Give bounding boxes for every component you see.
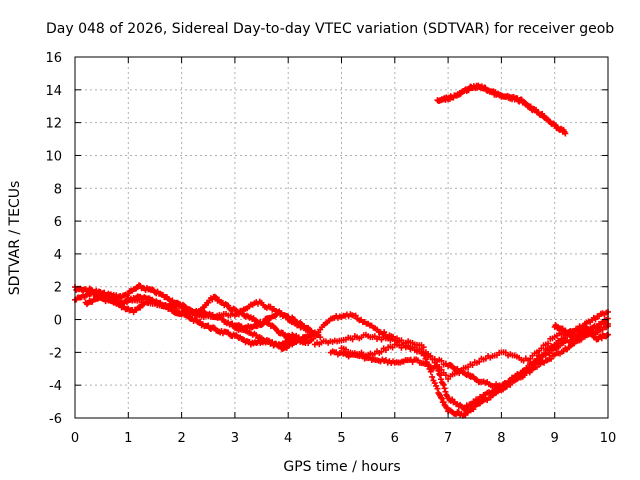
- y-tick-label: 14: [45, 84, 62, 99]
- x-tick-label: 3: [231, 431, 239, 446]
- data-point: [562, 130, 569, 137]
- data-point: [538, 345, 545, 352]
- data-point: [545, 340, 552, 347]
- data-point: [502, 349, 509, 356]
- x-tick-label: 10: [600, 431, 617, 446]
- x-tick-label: 4: [284, 431, 292, 446]
- data-point: [423, 359, 430, 366]
- x-tick-label: 9: [551, 431, 559, 446]
- data-point: [548, 355, 555, 362]
- y-tick-label: 4: [54, 248, 62, 263]
- data-point: [137, 304, 144, 311]
- data-point: [438, 366, 445, 373]
- y-tick-label: 6: [54, 215, 62, 230]
- data-point: [422, 355, 429, 362]
- data-point: [429, 373, 436, 380]
- data-point: [574, 326, 581, 333]
- data-point: [349, 336, 356, 343]
- y-tick-label: 8: [54, 182, 62, 197]
- data-point: [462, 412, 469, 419]
- data-point: [546, 350, 553, 357]
- y-tick-label: -6: [49, 412, 62, 427]
- y-tick-label: 0: [54, 314, 62, 329]
- data-point: [438, 357, 445, 364]
- data-point: [267, 303, 274, 310]
- x-axis-label: GPS time / hours: [283, 459, 400, 475]
- y-tick-label: 16: [45, 51, 62, 66]
- y-tick-label: -4: [49, 379, 62, 394]
- y-tick-label: -2: [49, 346, 62, 361]
- data-point: [378, 348, 385, 355]
- y-tick-label: 10: [45, 149, 62, 164]
- data-point: [442, 372, 449, 379]
- x-tick-label: 2: [177, 431, 185, 446]
- data-point: [435, 367, 442, 374]
- y-tick-label: 2: [54, 281, 62, 296]
- x-tick-label: 7: [444, 431, 452, 446]
- data-point: [427, 368, 434, 375]
- series-arc-4: [125, 295, 324, 341]
- data-point: [442, 388, 449, 395]
- data-point: [437, 376, 444, 383]
- data-points: [72, 82, 611, 419]
- data-point: [317, 334, 324, 341]
- data-point: [507, 381, 514, 388]
- data-point: [421, 352, 428, 359]
- data-point: [198, 307, 205, 314]
- data-point: [443, 404, 450, 411]
- series-arc-10: [551, 322, 611, 343]
- data-point: [441, 385, 448, 392]
- data-point: [440, 381, 447, 388]
- chart-title: Day 048 of 2026, Sidereal Day-to-day VTE…: [46, 21, 614, 37]
- data-point: [265, 337, 272, 344]
- data-point: [438, 395, 445, 402]
- y-tick-label: 12: [45, 117, 62, 132]
- x-tick-label: 8: [497, 431, 505, 446]
- data-point: [434, 385, 441, 392]
- x-tick-label: 1: [124, 431, 132, 446]
- data-point: [225, 302, 232, 309]
- y-axis-label: SDTVAR / TECUs: [7, 181, 23, 296]
- data-point: [476, 358, 483, 365]
- data-point: [283, 313, 290, 320]
- data-point: [381, 329, 388, 336]
- x-tick-label: 6: [391, 431, 399, 446]
- data-point: [418, 345, 425, 352]
- x-tick-label: 0: [71, 431, 79, 446]
- data-point: [352, 312, 359, 319]
- series-arc-9: [434, 82, 569, 137]
- data-point: [437, 394, 444, 401]
- x-tick-label: 5: [337, 431, 345, 446]
- data-point: [269, 339, 276, 346]
- data-point: [437, 372, 444, 379]
